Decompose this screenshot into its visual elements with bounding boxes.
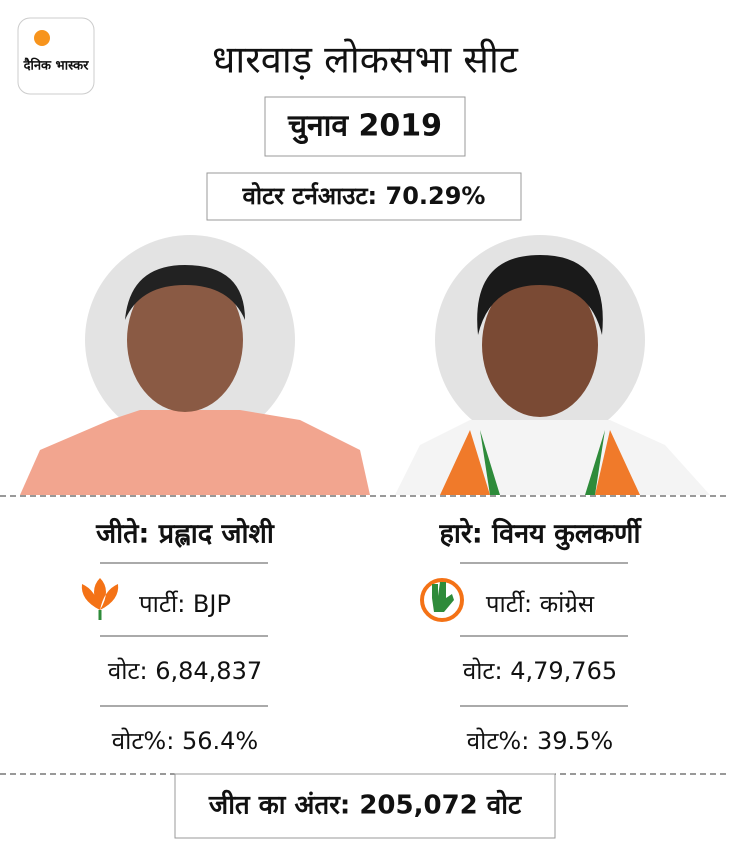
party: पार्टी: कांग्रेस: [486, 590, 595, 618]
photo-face: [127, 268, 243, 412]
turnout-box: [206, 172, 522, 221]
votes: वोट: 4,79,765: [463, 657, 617, 685]
title: धारवाड़ लोकसभा सीट: [212, 38, 519, 82]
party: पार्टी: BJP: [139, 590, 231, 618]
photo-face: [482, 273, 598, 417]
logo-text: दैनिक भास्कर: [23, 58, 90, 74]
vote-share: वोट%: 39.5%: [467, 727, 613, 755]
votes: वोट: 6,84,837: [108, 657, 262, 685]
photo-scarf: [480, 430, 605, 495]
candidate-name: हारे: विनय कुलकर्णी: [439, 518, 643, 551]
vote-share: वोट%: 56.4%: [112, 727, 258, 755]
subtitle-box: [264, 96, 466, 157]
turnout: वोटर टर्नआउट: 70.29%: [242, 182, 486, 210]
margin: जीत का अंतर: 205,072 वोट: [208, 790, 522, 821]
photo-hair: [477, 255, 603, 335]
lotus-icon: [81, 578, 119, 620]
margin-box: [174, 773, 556, 839]
logo-box: [17, 17, 95, 95]
photo-body: [20, 410, 370, 495]
photo-hair: [125, 265, 245, 320]
logo-sun: [34, 30, 50, 46]
candidate-name: जीते: प्रह्लाद जोशी: [95, 518, 275, 550]
subtitle: चुनाव 2019: [287, 109, 442, 145]
photo-scarf: [440, 430, 640, 495]
hand-icon: [420, 578, 464, 622]
